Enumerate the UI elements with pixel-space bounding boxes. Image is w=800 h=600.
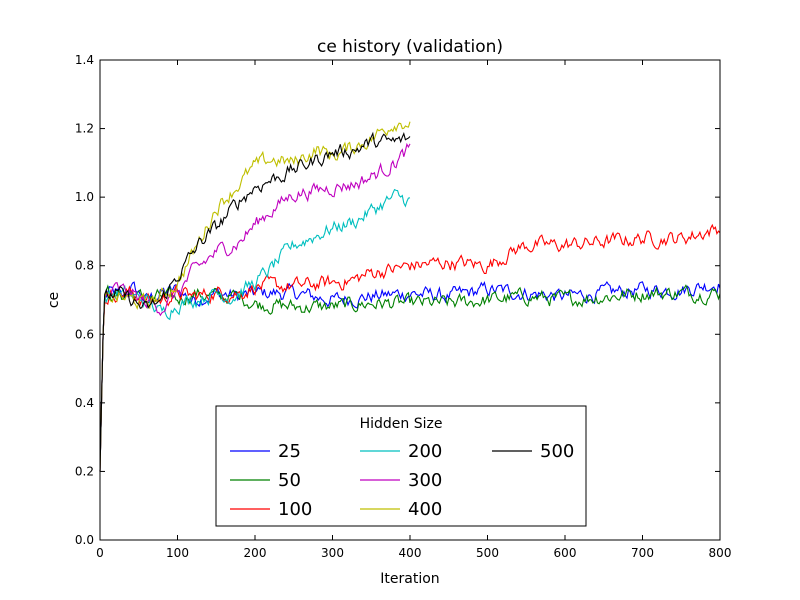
legend-title: Hidden Size [360,416,443,432]
x-tick-label: 200 [244,546,267,560]
series-line-400 [99,121,411,472]
legend-label-500: 500 [540,441,574,462]
axis-ticks: 0 100 200 300 400 500 600 700 800 0.0 0.2 0.4 0.6 0.8… [75,53,732,560]
series-line-25 [99,280,721,472]
legend-label-100: 100 [278,499,312,520]
y-tick-label: 0.0 [75,533,94,547]
legend-box [215,405,587,527]
y-axis-label: ce [46,292,62,308]
legend-label-50: 50 [278,470,301,491]
x-tick-label: 300 [321,546,344,560]
x-tick-label: 100 [166,546,189,560]
x-axis-label: Iteration [380,571,439,587]
y-tick-label: 0.6 [75,327,94,341]
y-tick-label: 1.2 [75,122,94,136]
legend-label-25: 25 [278,441,301,462]
plot-area [99,121,721,472]
y-tick-label: 1.0 [75,190,94,204]
x-tick-label: 400 [399,546,422,560]
y-tick-label: 0.4 [75,396,94,410]
chart-title: ce history (validation) [317,37,503,57]
x-tick-label: 800 [709,546,732,560]
x-tick-label: 600 [554,546,577,560]
x-tick-label: 500 [476,546,499,560]
legend-label-200: 200 [408,441,442,462]
y-tick-label: 1.4 [75,53,94,67]
y-tick-label: 0.2 [75,464,94,478]
legend: Hidden Size 25 50 100 200 300 400 500 [215,405,587,527]
y-tick-label: 0.8 [75,259,94,273]
series-line-100 [99,223,721,472]
x-tick-label: 700 [631,546,654,560]
series-line-500 [99,131,411,472]
legend-label-400: 400 [408,499,442,520]
legend-label-300: 300 [408,470,442,491]
x-tick-label: 0 [96,546,104,560]
